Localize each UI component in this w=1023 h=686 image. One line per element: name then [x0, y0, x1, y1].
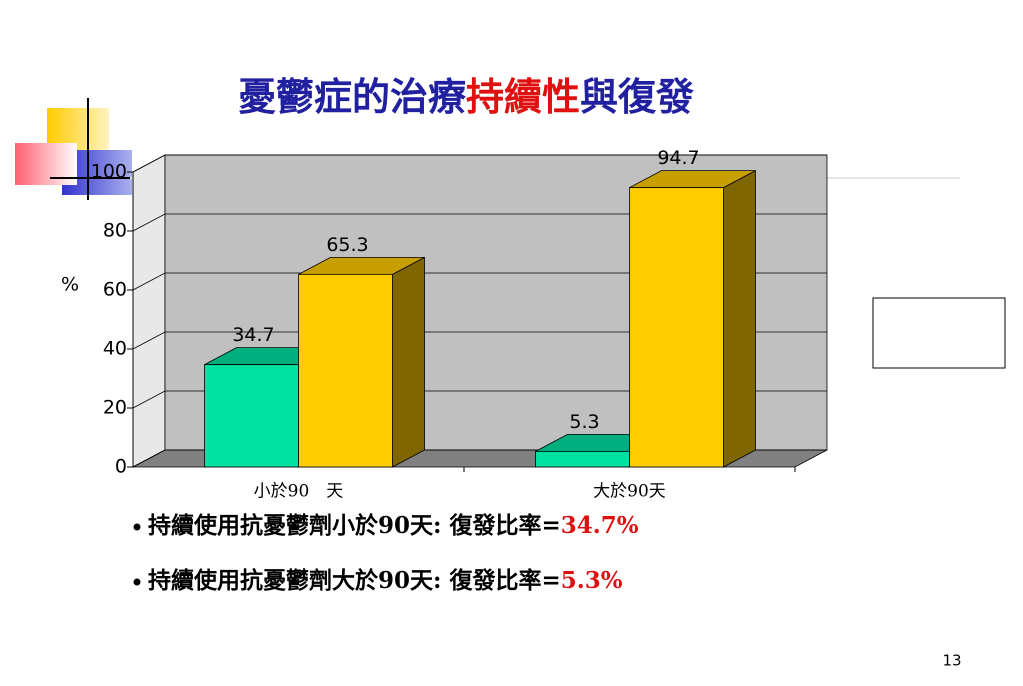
y-tick-label: 80	[103, 220, 127, 242]
bullet-highlight: 5.3%	[561, 567, 623, 594]
bullets: 持續使用抗憂鬱劑小於90天: 復發比率=34.7% 持續使用抗憂鬱劑大於90天: …	[133, 512, 639, 594]
x-tick-label: 小於90 天	[254, 482, 344, 502]
side-wall	[132, 154, 166, 468]
y-axis-label: %	[61, 274, 79, 296]
bullet-highlight: 34.7%	[561, 512, 639, 539]
y-tick-label: 0	[115, 456, 127, 478]
grid-line	[132, 272, 827, 291]
bar-front	[535, 450, 630, 468]
grid-line	[132, 213, 827, 232]
bullet-dot	[133, 523, 141, 531]
title-part: 持續性	[466, 74, 580, 119]
bar-front	[204, 364, 299, 468]
x-tick-label: 大於90天	[593, 482, 666, 502]
page-number: 13	[942, 652, 961, 670]
bullet-text: 持續使用抗憂鬱劑小於90天: 復發比率=34.7%	[148, 512, 639, 539]
grid-line	[132, 331, 827, 350]
title-part: 與復發	[580, 74, 694, 119]
legend	[872, 297, 1006, 369]
bullet-main: 持續使用抗憂鬱劑小於90天: 復發比率=	[148, 512, 561, 539]
bar-side	[723, 169, 756, 468]
bullet-main: 持續使用抗憂鬱劑大於90天: 復發比率=	[148, 567, 561, 594]
data-label: 65.3	[326, 234, 368, 256]
data-label: 5.3	[569, 411, 599, 433]
bar-side	[392, 256, 425, 468]
data-label: 34.7	[232, 324, 274, 346]
grid-line	[132, 154, 827, 173]
y-tick-label: 20	[103, 397, 127, 419]
bullet-dot	[133, 578, 141, 586]
bar	[298, 256, 425, 468]
y-tick-label: 60	[103, 279, 127, 301]
bar-front	[629, 187, 724, 468]
y-tick-label: 40	[103, 338, 127, 360]
y-tick-label: 100	[91, 161, 127, 183]
bar	[629, 169, 756, 468]
title-part: 憂鬱症的治療	[238, 74, 467, 119]
data-label: 94.7	[657, 147, 699, 169]
slide-title: 憂鬱症的治療持續性與復發	[238, 74, 694, 119]
bullet-text: 持續使用抗憂鬱劑大於90天: 復發比率=5.3%	[148, 567, 623, 594]
bar-front	[298, 273, 393, 468]
grid-line	[132, 390, 827, 409]
